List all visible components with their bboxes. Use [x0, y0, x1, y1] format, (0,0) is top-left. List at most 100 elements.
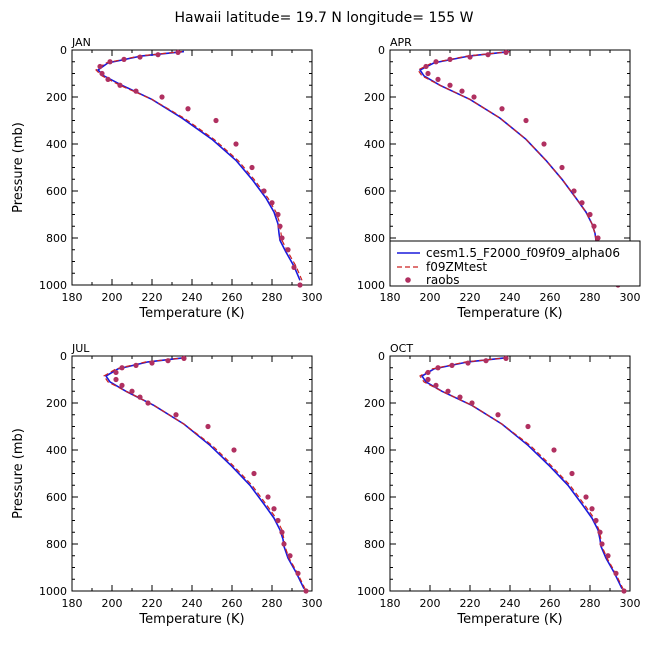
jul-raobs-point: [251, 470, 257, 477]
jul-raobs-point: [271, 506, 277, 512]
jan-ytick-label: 0: [60, 44, 67, 57]
apr-test-line: [417, 51, 620, 283]
jul-panel-label: JUL: [71, 342, 90, 355]
oct-raobs-point: [457, 394, 463, 400]
oct-raobs-point: [551, 447, 557, 453]
jan-raobs-point: [277, 223, 283, 229]
apr-raobs-point: [587, 211, 593, 218]
apr-raobs-point: [467, 54, 473, 60]
apr-raobs-point: [471, 94, 477, 100]
jan-ytick-label: 200: [46, 91, 67, 104]
jul-model-line: [104, 356, 305, 590]
jul-xtick-label: 280: [262, 597, 283, 610]
jul-raobs-point: [145, 400, 151, 406]
jan-ytick-label: 600: [46, 185, 67, 198]
apr-ytick-label: 800: [364, 232, 385, 245]
apr-xtick-label: 180: [380, 291, 401, 304]
apr-xtick-label: 260: [540, 291, 561, 304]
jul-raobs-point: [265, 494, 271, 500]
jul-raobs-point: [113, 376, 119, 383]
apr-ytick-label: 200: [364, 91, 385, 104]
oct-raobs-point: [503, 355, 509, 361]
jul-raobs-point: [275, 517, 281, 524]
apr-xtick-label: 240: [500, 291, 521, 304]
oct-plot-frame: [389, 355, 631, 592]
oct-raobs-point: [425, 369, 431, 376]
oct-raobs-point: [613, 570, 619, 576]
jan-raobs-point: [213, 117, 219, 124]
jul-raobs-point: [303, 588, 309, 594]
oct-raobs-point: [583, 494, 589, 500]
apr-raobs-point: [433, 59, 439, 65]
jul-raobs-point: [173, 412, 179, 418]
oct-raobs-point: [589, 506, 595, 512]
apr-raobs-point: [503, 49, 509, 55]
jan-raobs-point: [117, 82, 123, 88]
legend: cesm1.5_F2000_f09f09_alpha06 f09ZMtest r…: [389, 240, 641, 287]
jul-xtick-label: 300: [302, 597, 323, 610]
oct-xtick-label: 220: [460, 597, 481, 610]
jan-ytick-label: 800: [46, 232, 67, 245]
jan-ytick-label: 1000: [39, 279, 67, 292]
jan-raobs-point: [99, 70, 105, 77]
jul-ytick-label: 400: [46, 444, 67, 457]
apr-ytick-label: 1000: [357, 279, 385, 292]
oct-raobs-point: [465, 360, 471, 366]
jul-ytick-label: 200: [46, 397, 67, 410]
jul-xtick-label: 260: [222, 597, 243, 610]
oct-panel-label: OCT: [390, 342, 413, 355]
apr-x-axis-label: Temperature (K): [456, 306, 562, 321]
jan-xtick-label: 200: [102, 291, 123, 304]
apr-raobs-point: [579, 200, 585, 206]
oct-raobs-point: [469, 400, 475, 406]
jan-raobs-point: [137, 54, 143, 60]
apr-raobs-point: [541, 141, 547, 147]
jan-raobs-point: [107, 59, 113, 65]
oct-ytick-label: 0: [378, 350, 385, 363]
jul-xtick-label: 180: [62, 597, 83, 610]
jul-ytick-label: 600: [46, 491, 67, 504]
figure-title: Hawaii latitude= 19.7 N longitude= 155 W: [175, 10, 474, 26]
legend-label-test: f09ZMtest: [426, 260, 487, 274]
jul-raobs-point: [281, 541, 287, 547]
legend-label-model: cesm1.5_F2000_f09f09_alpha06: [426, 246, 620, 260]
jan-raobs-point: [261, 188, 267, 194]
jan-plot-frame: [71, 49, 313, 286]
oct-raobs-point: [621, 588, 627, 594]
jan-raobs-point: [275, 211, 281, 218]
apr-raobs-point: [435, 76, 441, 82]
apr-raobs-point: [571, 188, 577, 194]
jan-raobs-point: [233, 141, 239, 147]
oct-xtick-label: 180: [380, 597, 401, 610]
jan-xtick-label: 280: [262, 291, 283, 304]
panel-jul: 180 200 220 240 260 280 300 0 200 400 600 800 1000 JU…: [11, 342, 323, 627]
jan-panel-label: JAN: [71, 36, 91, 49]
oct-raobs-point: [425, 376, 431, 383]
jul-raobs-point: [129, 388, 135, 394]
jan-raobs-point: [297, 282, 303, 288]
oct-ytick-label: 400: [364, 444, 385, 457]
apr-raobs-point: [447, 56, 453, 62]
oct-xtick-label: 300: [620, 597, 641, 610]
apr-raobs-point: [591, 223, 597, 229]
jan-x-axis-label: Temperature (K): [138, 306, 244, 321]
oct-ytick-label: 1000: [357, 585, 385, 598]
jan-test-line: [95, 51, 303, 281]
jul-raobs-point: [279, 529, 285, 535]
jul-plot-frame: [71, 355, 313, 592]
oct-raobs-point: [449, 362, 455, 368]
jul-raobs-point: [287, 553, 293, 559]
jul-y-axis-label: Pressure (mb): [11, 428, 26, 519]
jul-raobs-point: [149, 360, 155, 366]
jul-xtick-label: 220: [142, 597, 163, 610]
oct-xtick-label: 260: [540, 597, 561, 610]
jul-raobs-point: [181, 355, 187, 361]
jul-raobs-point: [133, 362, 139, 368]
oct-raobs-point: [433, 382, 439, 388]
jan-raobs-point: [121, 56, 127, 62]
jul-xtick-label: 200: [102, 597, 123, 610]
oct-raobs-point: [599, 541, 605, 547]
jan-xtick-label: 300: [302, 291, 323, 304]
jan-raobs-point: [155, 52, 161, 58]
